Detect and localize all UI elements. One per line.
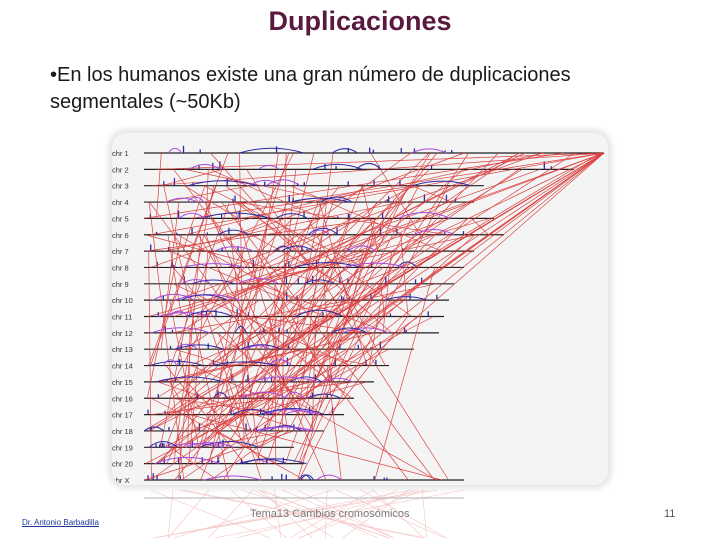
chromosome-label: chr 13 <box>112 345 133 354</box>
chromosome-label: chr 18 <box>112 427 133 436</box>
chromosome-label: chr 16 <box>112 394 133 403</box>
reflection-links <box>150 489 464 539</box>
chromosome-label: chr 19 <box>112 443 133 452</box>
bullet-marker: • <box>50 64 58 86</box>
figure-reflection <box>112 488 608 540</box>
chromosome-label: chr 10 <box>112 296 133 305</box>
chromosome-label: chr 2 <box>112 165 129 174</box>
chromosome-label: chr 3 <box>112 182 129 191</box>
footer-topic: Tema13 Cambios cromosómicos <box>250 508 410 520</box>
bullet-point: •En los humanos existe una gran número d… <box>50 62 670 116</box>
chromosome-label: chr 4 <box>112 198 129 207</box>
page-number: 11 <box>664 508 676 520</box>
chromosome-label: chr 15 <box>112 378 133 387</box>
chromosome-label: chr 7 <box>112 247 129 256</box>
chromosome-label: chr 9 <box>112 280 129 289</box>
duplication-links <box>144 152 605 481</box>
duplication-map-svg: chr 1 chr 2 chr 3 chr 4 chr 5 chr 6 chr 7 chr 8… <box>112 145 605 485</box>
chromosome-label: chr 1 <box>112 149 129 158</box>
chromosome-label: chr 11 <box>112 313 132 322</box>
figure-reflection-svg <box>144 489 464 539</box>
chromosome-label: chr 5 <box>112 214 129 223</box>
chromosome-label: chr 12 <box>112 329 133 338</box>
slide-title: Duplicaciones <box>268 6 452 36</box>
chromosome-label: chr 8 <box>112 263 129 272</box>
chromosome-label: chr 6 <box>112 231 129 240</box>
chromosome-label: chr X <box>112 476 130 485</box>
bullet-text: En los humanos existe una gran número de… <box>50 64 571 113</box>
footer-author: Dr. Antonio Barbadilla <box>22 518 99 527</box>
chromosome-label: chr 14 <box>112 362 133 371</box>
segmental-duplication-map: chr 1 chr 2 chr 3 chr 4 chr 5 chr 6 chr 7 chr 8… <box>112 133 608 485</box>
chromosome-label: chr 17 <box>112 411 133 420</box>
intra-chromosome-arcs <box>143 147 471 481</box>
chromosome-label: chr 20 <box>112 460 133 469</box>
